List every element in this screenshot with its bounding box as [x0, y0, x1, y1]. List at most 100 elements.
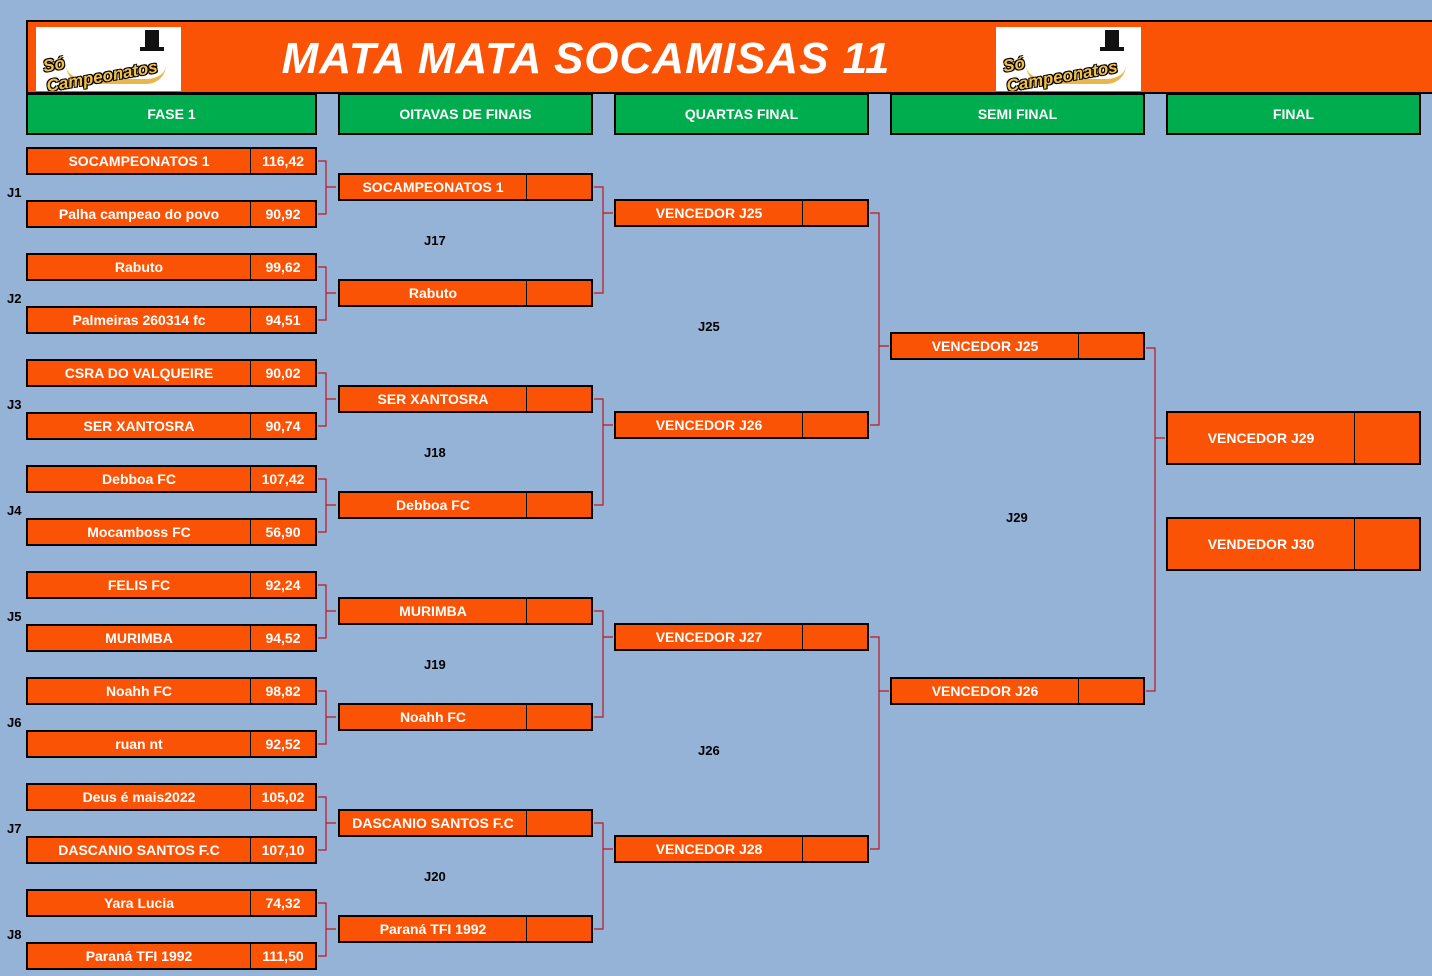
oitavas-team-box: Paraná TFI 1992 [338, 915, 593, 943]
team-name: SER XANTOSRA [377, 391, 489, 407]
semi-team-box: VENCEDOR J25 [890, 332, 1145, 360]
team-score: 90,92 [250, 202, 315, 226]
connector-line [594, 610, 613, 718]
match-label: J7 [7, 821, 22, 836]
fase1-team-box: Palha campeao do povo 90,92 [26, 200, 317, 228]
connector-line [594, 186, 613, 294]
quartas-team-box: VENCEDOR J25 [614, 199, 869, 227]
connector-line [318, 478, 336, 533]
team-name: Debboa FC [102, 471, 176, 487]
team-score: 111,50 [250, 944, 315, 968]
team-score [526, 811, 591, 835]
team-name: VENDEDOR J30 [1207, 536, 1315, 552]
team-name: Rabuto [114, 259, 164, 275]
connector-line [318, 796, 336, 851]
connector-line [870, 212, 889, 426]
fase1-team-box: Rabuto 99,62 [26, 253, 317, 281]
team-score [802, 413, 867, 437]
stage-header-4: SEMI FINAL [890, 93, 1145, 135]
fase1-team-box: SOCAMPEONATOS 1 116,42 [26, 147, 317, 175]
team-name: Palmeiras 260314 fc [72, 312, 206, 328]
quartas-team-box: VENCEDOR J28 [614, 835, 869, 863]
team-score [526, 175, 591, 199]
team-score [526, 493, 591, 517]
match-label: J6 [7, 715, 22, 730]
team-name: Mocamboss FC [87, 524, 191, 540]
team-score [802, 625, 867, 649]
fase1-team-box: SER XANTOSRA 90,74 [26, 412, 317, 440]
fase1-team-box: Mocamboss FC 56,90 [26, 518, 317, 546]
logo-left: Só Campeonatos [36, 27, 181, 91]
team-score: 90,74 [250, 414, 315, 438]
oitavas-team-box: DASCANIO SANTOS F.C [338, 809, 593, 837]
match-label: J1 [7, 185, 22, 200]
team-name: Yara Lucia [103, 895, 175, 911]
team-name: Noahh FC [105, 683, 173, 699]
team-name: Noahh FC [399, 709, 467, 725]
quartas-team-box: VENCEDOR J26 [614, 411, 869, 439]
team-name: SOCAMPEONATOS 1 [362, 179, 504, 195]
team-name: MURIMBA [399, 603, 467, 619]
fase1-team-box: Deus é mais2022 105,02 [26, 783, 317, 811]
oitavas-team-box: Noahh FC [338, 703, 593, 731]
team-score: 99,62 [250, 255, 315, 279]
team-name: SER XANTOSRA [83, 418, 195, 434]
connector-line [318, 160, 336, 215]
page-title: MATA MATA SOCAMISAS 11 [281, 34, 891, 83]
fase1-team-box: CSRA DO VALQUEIRE 90,02 [26, 359, 317, 387]
match-label: J20 [424, 869, 446, 884]
connector-line [318, 902, 336, 957]
team-score: 98,82 [250, 679, 315, 703]
match-label: J2 [7, 291, 22, 306]
connector-line [318, 266, 336, 321]
team-score [526, 917, 591, 941]
team-score: 74,32 [250, 891, 315, 915]
team-score: 56,90 [250, 520, 315, 544]
team-name: Rabuto [408, 285, 458, 301]
team-score: 116,42 [250, 149, 315, 173]
team-score: 92,52 [250, 732, 315, 756]
team-score [526, 599, 591, 623]
oitavas-team-box: MURIMBA [338, 597, 593, 625]
connector-line [318, 372, 336, 427]
fase1-team-box: MURIMBA 94,52 [26, 624, 317, 652]
stage-header-2: OITAVAS DE FINAIS [338, 93, 593, 135]
team-name: MURIMBA [105, 630, 173, 646]
team-score [1078, 334, 1143, 358]
fase1-team-box: DASCANIO SANTOS F.C 107,10 [26, 836, 317, 864]
match-label: J8 [7, 927, 22, 942]
fase1-team-box: ruan nt 92,52 [26, 730, 317, 758]
oitavas-team-box: Rabuto [338, 279, 593, 307]
fase1-team-box: Noahh FC 98,82 [26, 677, 317, 705]
stage-header-3: QUARTAS FINAL [614, 93, 869, 135]
semi-team-box: VENCEDOR J26 [890, 677, 1145, 705]
stage-header-1: FASE 1 [26, 93, 317, 135]
team-score: 94,52 [250, 626, 315, 650]
final-team-box: VENDEDOR J30 [1166, 517, 1421, 571]
stage-header-5: FINAL [1166, 93, 1421, 135]
oitavas-team-box: Debboa FC [338, 491, 593, 519]
final-team-box: VENCEDOR J29 [1166, 411, 1421, 465]
team-name: VENCEDOR J26 [655, 417, 763, 433]
team-name: Paraná TFI 1992 [85, 948, 193, 964]
team-name: VENCEDOR J25 [655, 205, 763, 221]
team-name: VENCEDOR J29 [1207, 430, 1315, 446]
team-name: DASCANIO SANTOS F.C [58, 842, 220, 858]
connector-line [318, 584, 336, 639]
connector-line [318, 690, 336, 745]
team-name: VENCEDOR J25 [931, 338, 1039, 354]
team-score: 105,02 [250, 785, 315, 809]
team-name: FELIS FC [107, 577, 171, 593]
team-name: Deus é mais2022 [82, 789, 196, 805]
fase1-team-box: Yara Lucia 74,32 [26, 889, 317, 917]
team-name: Palha campeao do povo [58, 206, 220, 222]
team-name: Debboa FC [396, 497, 470, 513]
team-score [526, 281, 591, 305]
team-score: 107,10 [250, 838, 315, 862]
team-score [802, 201, 867, 225]
team-score: 107,42 [250, 467, 315, 491]
team-score: 92,24 [250, 573, 315, 597]
team-score [526, 387, 591, 411]
team-name: DASCANIO SANTOS F.C [352, 815, 514, 831]
